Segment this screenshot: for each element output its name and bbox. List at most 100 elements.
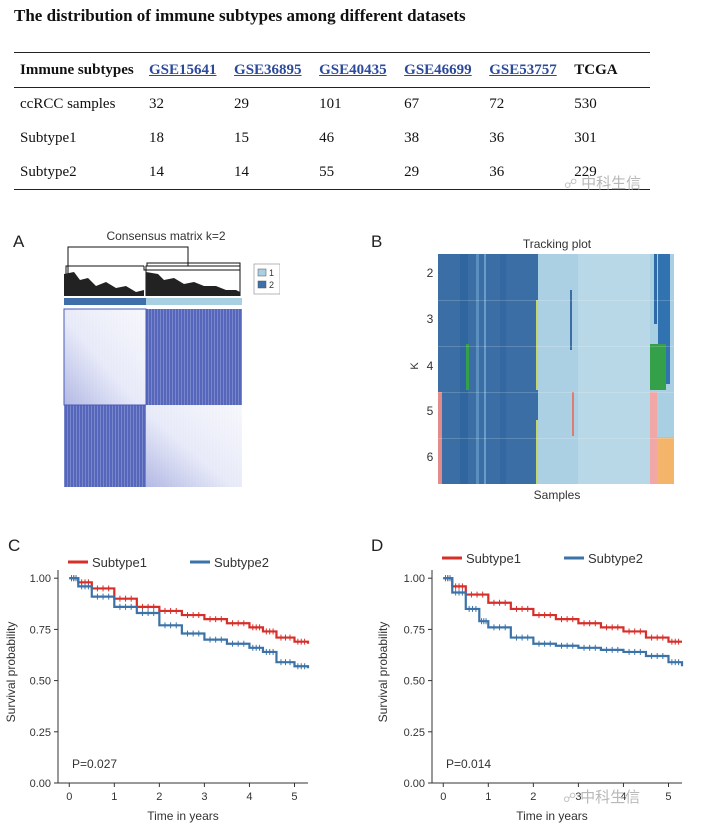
table-cell: Subtype2: [20, 163, 77, 180]
legend-swatch-1: [257, 268, 267, 277]
table-cell: 36: [489, 163, 505, 180]
km-plot-c: Subtype1 Subtype2 Survival probability T…: [4, 555, 310, 823]
y-tick-label: 0.25: [30, 727, 51, 739]
km-curve-subtype2: [443, 577, 684, 667]
legend: Subtype1 Subtype2: [68, 555, 269, 570]
table-cell: 29: [404, 163, 420, 180]
legend-label-subtype2: Subtype2: [214, 555, 269, 570]
table-header-cell: TCGA: [574, 61, 618, 78]
table-cell: 530: [574, 96, 597, 113]
table-cell: 38: [404, 130, 420, 146]
legend-label-1: 1: [269, 268, 274, 278]
table-row: Subtype1 18 15 46 38 36 301: [14, 122, 650, 156]
table-cell: 229: [574, 163, 597, 180]
km-plot-d: Subtype1 Subtype2 Survival probability T…: [376, 551, 684, 823]
dendrogram-leaves: [64, 272, 240, 296]
k-label: 2: [427, 266, 434, 280]
x-tick-label: 1: [111, 791, 117, 803]
table-header-cell: Immune subtypes: [20, 61, 134, 78]
x-tick-label: 3: [575, 791, 581, 803]
p-value-annotation: P=0.027: [72, 757, 117, 771]
x-tick-label: 0: [440, 791, 446, 803]
tracking-plot-figure: Tracking plot K Samples 2 3 4 5 6: [409, 237, 674, 502]
table-cell: 46: [319, 130, 335, 146]
y-tick-label: 0.50: [404, 676, 425, 688]
x-tick-label: 3: [201, 791, 207, 803]
y-tick-label: 1.00: [404, 573, 425, 585]
x-tick-label: 4: [246, 791, 252, 803]
matrix-block-1: [64, 309, 146, 405]
k-label: 5: [427, 404, 434, 418]
table-row: Subtype2 14 14 55 29 36 229: [14, 156, 650, 190]
legend-box: [253, 263, 280, 295]
y-tick-label: 0.00: [30, 778, 51, 790]
legend-label-2: 2: [269, 280, 274, 290]
dataset-link-gse53757[interactable]: GSE53757: [489, 61, 557, 78]
watermark: ☍ 中科生信: [564, 174, 642, 192]
table-cell: 55: [319, 163, 335, 180]
k-tick-labels: 2 3 4 5 6: [427, 266, 434, 464]
y-tick-label: 1.00: [30, 573, 51, 585]
y-tick-label: 0.50: [30, 676, 51, 688]
consensus-matrix-figure: Consensus matrix k=2 1 2: [63, 229, 280, 487]
k-label: 4: [427, 359, 434, 373]
panel-label-d: D: [371, 536, 384, 555]
dataset-link-gse15641[interactable]: GSE15641: [148, 61, 217, 78]
panel-label-c: C: [8, 536, 21, 555]
wechat-icon: ☍: [564, 177, 578, 192]
matrix-block-2: [146, 405, 242, 487]
k-label: 6: [427, 450, 434, 464]
dataset-link-gse46699[interactable]: GSE46699: [404, 61, 472, 78]
table-header-row: Immune subtypes GSE15641 GSE36895 GSE404…: [14, 52, 650, 88]
x-tick-label: 2: [530, 791, 536, 803]
tracking-title: Tracking plot: [523, 237, 592, 251]
table-cell: ccRCC samples: [20, 96, 116, 113]
x-tick-label: 4: [620, 791, 626, 803]
table-cell: 72: [489, 96, 505, 113]
y-axis-label: Survival probability: [376, 622, 390, 723]
panel-label-a: A: [13, 232, 25, 251]
page-title: The distribution of immune subtypes amon…: [14, 6, 466, 25]
table-cell: 15: [234, 130, 250, 146]
km-curve-subtype2: [69, 577, 310, 669]
x-axis-label: Time in years: [516, 809, 588, 823]
table-cell: 67: [404, 96, 420, 113]
table-cell: 18: [148, 130, 164, 146]
km-curve-subtype1: [69, 577, 310, 644]
legend-label-subtype1: Subtype1: [466, 551, 521, 566]
cluster-bar-2: [64, 298, 146, 305]
immune-subtypes-table: Immune subtypes GSE15641 GSE36895 GSE404…: [14, 52, 650, 190]
x-tick-label: 2: [156, 791, 162, 803]
y-axis-label: Survival probability: [4, 622, 18, 723]
y-tick-label: 0.75: [404, 624, 425, 636]
y-tick-label: 0.75: [30, 624, 51, 636]
tracking-heatmap: [438, 254, 674, 484]
x-tick-label: 5: [665, 791, 671, 803]
consensus-title: Consensus matrix k=2: [106, 229, 225, 243]
table-cell: 14: [234, 163, 250, 180]
cluster-bar-1: [146, 298, 242, 305]
legend-label-subtype1: Subtype1: [92, 555, 147, 570]
table-cell: 36: [489, 130, 505, 146]
table-cell: 32: [148, 96, 164, 113]
y-tick-label: 0.00: [404, 778, 425, 790]
legend-swatch-2: [257, 280, 267, 289]
dataset-link-gse36895[interactable]: GSE36895: [234, 61, 302, 78]
table-cell: 101: [319, 96, 342, 113]
table-cell: 14: [148, 163, 164, 180]
tracking-xlabel: Samples: [534, 488, 581, 502]
tracking-ylabel: K: [409, 362, 421, 370]
k-label: 3: [427, 312, 434, 326]
p-value-annotation: P=0.014: [446, 757, 491, 771]
x-tick-label: 0: [66, 791, 72, 803]
x-tick-label: 5: [291, 791, 297, 803]
x-tick-label: 1: [485, 791, 491, 803]
panel-label-b: B: [371, 232, 383, 251]
x-axis-label: Time in years: [147, 809, 219, 823]
wechat-icon: ☍: [563, 791, 577, 806]
table-cell: Subtype1: [20, 130, 77, 146]
watermark: ☍ 中科生信: [563, 788, 641, 806]
legend: Subtype1 Subtype2: [442, 551, 643, 566]
dataset-link-gse40435[interactable]: GSE40435: [319, 61, 387, 78]
y-tick-label: 0.25: [404, 727, 425, 739]
